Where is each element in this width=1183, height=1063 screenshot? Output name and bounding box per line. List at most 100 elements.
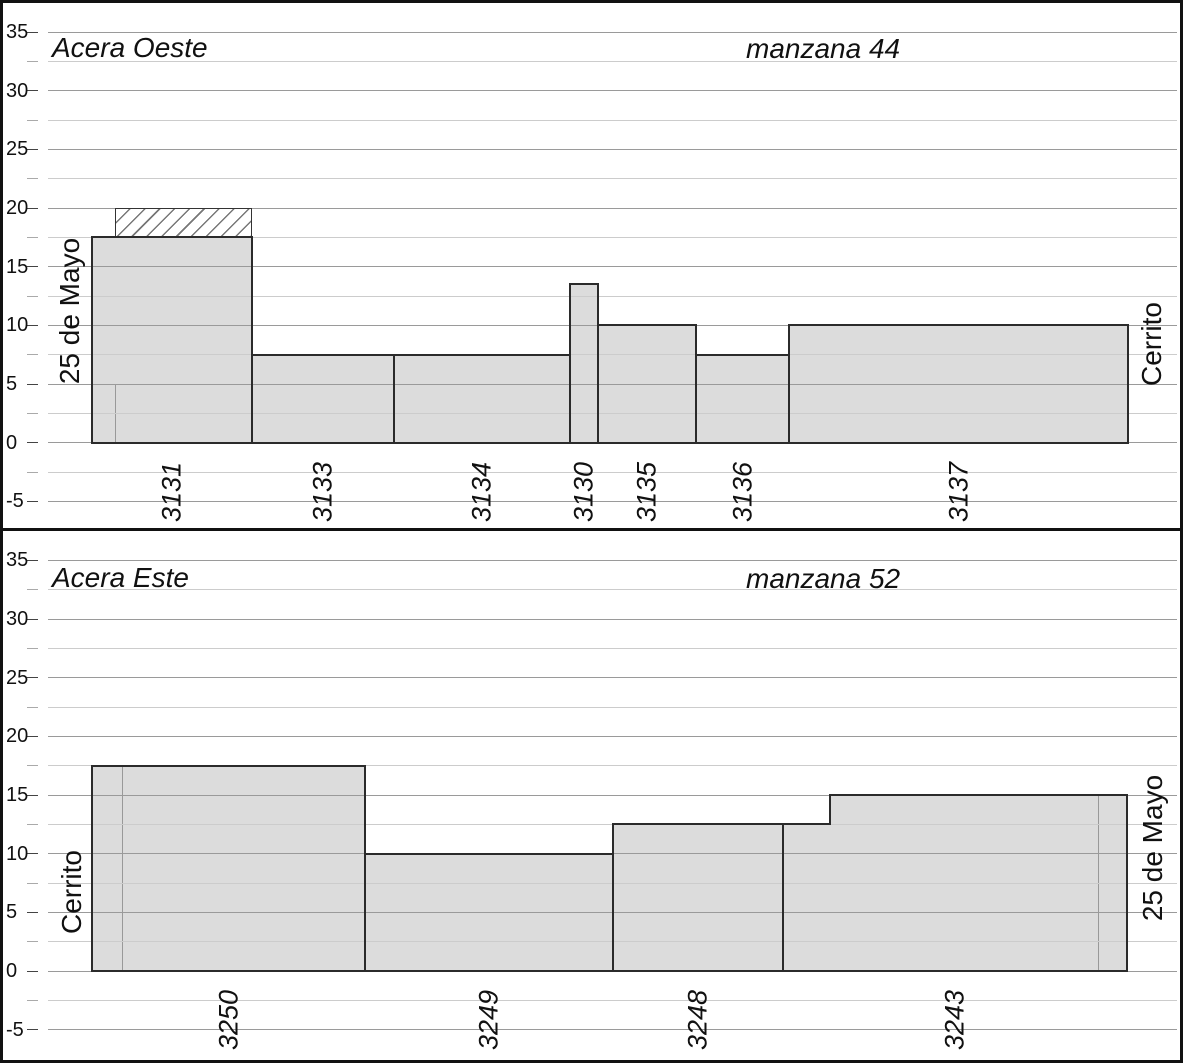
bar-fill (394, 354, 570, 443)
bar-outline (789, 441, 1128, 444)
y-axis-tick-label: 25 (6, 138, 29, 161)
bar-outline (789, 324, 1128, 327)
y-axis-tick (27, 882, 38, 884)
y-axis-tick (27, 970, 38, 972)
bar-outline (91, 764, 93, 972)
y-axis-tick (27, 471, 38, 473)
plot-area: 35 30 25 20 15 10 5 0 -5 3131 3133 3134 3130 3135 3136… (0, 0, 1183, 530)
bar-fill (783, 824, 830, 971)
street-label-right: Cerrito (1136, 301, 1167, 387)
gridline-major (48, 31, 1177, 33)
bar-internal-division-line (122, 765, 123, 971)
lot-number-label: 3133 (307, 461, 338, 522)
y-axis-tick (27, 618, 38, 620)
y-axis-tick (27, 178, 38, 180)
gridline-major (48, 794, 1177, 796)
y-axis-tick-label: 15 (6, 784, 29, 806)
block-label: manzana 44 (746, 33, 901, 64)
lot-number-label: 3130 (568, 461, 599, 522)
y-axis-tick (27, 119, 38, 121)
bar-outline (829, 794, 831, 826)
bar-outline (394, 441, 570, 444)
y-axis-tick (27, 677, 38, 679)
y-axis-tick (27, 706, 38, 708)
y-axis-tick-label: 35 (6, 549, 29, 572)
y-axis-tick (27, 295, 38, 297)
bar-outline (92, 970, 365, 972)
bar-outline (597, 324, 599, 444)
y-axis-tick (27, 207, 38, 209)
y-axis-tick-label: 30 (6, 608, 29, 630)
bar-outline (252, 353, 394, 356)
gridline-minor (48, 60, 1177, 62)
y-axis-tick (27, 559, 38, 561)
bar-outline (569, 283, 571, 444)
gridline-major (48, 90, 1177, 92)
y-axis-tick-label: 20 (6, 197, 29, 220)
y-axis-tick-label: 5 (6, 901, 18, 924)
y-axis-tick-label: -5 (6, 1018, 24, 1041)
y-axis-tick (27, 1029, 38, 1031)
y-axis-tick (27, 853, 38, 855)
gridline-minor (48, 589, 1177, 591)
bar-fill (696, 354, 789, 443)
y-axis-tick (27, 999, 38, 1001)
y-axis-tick-label: 25 (6, 666, 29, 689)
lot-number-label: 3135 (631, 461, 662, 522)
gridline-minor (48, 999, 1177, 1001)
bar-outline (783, 970, 1127, 972)
y-axis-tick (27, 90, 38, 92)
bar-outline (365, 852, 613, 855)
bar-outline (365, 970, 613, 972)
bar-outline (92, 441, 252, 444)
lot-number-label: 3243 (939, 989, 970, 1051)
gridline-minor (48, 765, 1177, 767)
bar-outline (1127, 324, 1129, 444)
plot-area: 35 30 25 20 15 10 5 0 -5 3250 3249 3248 3243 (0, 530, 1183, 1063)
gridline-minor (48, 647, 1177, 649)
bar-outline (598, 324, 696, 327)
y-axis-tick-label: 30 (6, 79, 29, 102)
y-axis-tick (27, 735, 38, 737)
hatched-roof-extension (115, 208, 252, 238)
bar-outline (783, 823, 830, 826)
gridline-major (48, 677, 1177, 679)
chart-title: Acera Oeste (52, 32, 208, 63)
gridline-major (48, 618, 1177, 620)
y-axis-tick-label: 5 (6, 373, 18, 396)
gridline-minor (48, 412, 1177, 414)
bar-fill (570, 284, 598, 443)
y-axis-tick (27, 589, 38, 591)
bar-outline (782, 823, 784, 972)
gridline-minor (48, 178, 1177, 180)
gridline-major (48, 1029, 1177, 1031)
gridline-major (48, 148, 1177, 150)
gridline-minor (48, 119, 1177, 121)
gridline-major (48, 559, 1177, 561)
y-axis-tick (27, 383, 38, 385)
gridline-major (48, 735, 1177, 737)
lot-number-label: 3131 (156, 461, 187, 522)
bar-outline (598, 441, 696, 444)
bar-outline (570, 283, 598, 286)
bar-outline (613, 970, 783, 972)
y-axis-tick (27, 794, 38, 796)
gridline-minor (48, 471, 1177, 473)
y-axis-tick-label: -5 (6, 490, 24, 513)
y-axis-tick (27, 148, 38, 150)
gridline-minor (48, 354, 1177, 356)
bar-outline (393, 353, 395, 444)
bar-outline (1126, 794, 1128, 972)
bar-outline (252, 441, 394, 444)
y-axis-tick (27, 823, 38, 825)
lot-number-label: 3249 (473, 989, 504, 1051)
y-axis-tick (27, 60, 38, 62)
lot-number-label: 3137 (943, 461, 973, 522)
bar-fill (252, 354, 394, 443)
y-axis-tick-label: 0 (6, 431, 18, 454)
y-axis-tick (27, 647, 38, 649)
y-axis-tick (27, 500, 38, 502)
bar-outline (92, 236, 252, 239)
gridline-major (48, 207, 1177, 209)
